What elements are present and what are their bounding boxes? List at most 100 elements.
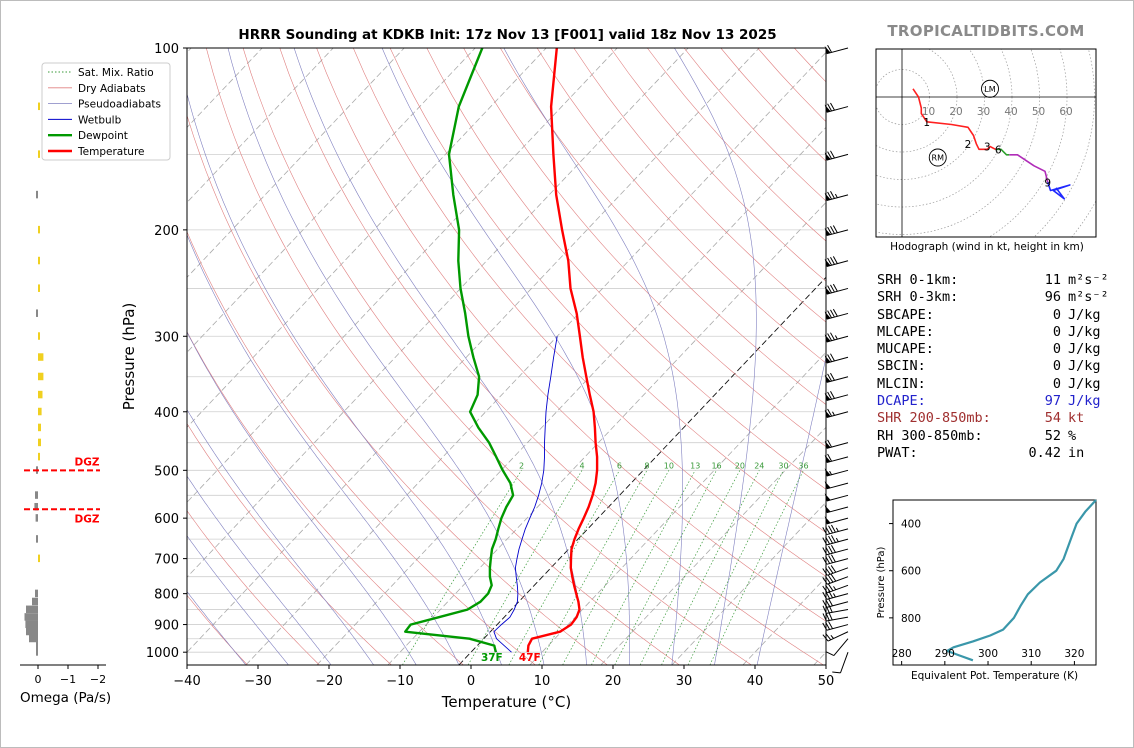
y-tick-label: 1000 (146, 646, 179, 661)
barb-flag (824, 355, 831, 363)
barb-feather (827, 103, 833, 112)
theta-e-y-tick-label: 600 (901, 566, 921, 578)
mixing-ratio-label: 4 (579, 461, 584, 470)
omega-bar (35, 589, 38, 598)
barb-feather (822, 599, 828, 608)
omega-bar (38, 332, 40, 340)
theta-e-frame (892, 499, 1097, 666)
barb-half (829, 470, 833, 475)
stat-value: 0.42 (1028, 444, 1061, 461)
wind-barb (824, 439, 849, 449)
stat-value: 11 (1044, 272, 1061, 288)
isotherm-line (187, 48, 689, 578)
x-tick-label: 10 (534, 674, 551, 689)
x-tick-label: 20 (605, 674, 622, 689)
stat-value: 96 (1044, 289, 1061, 306)
theta-e-x-tick-label: 320 (1064, 648, 1084, 660)
omega-tick-label: 0 (35, 673, 42, 686)
wind-barb (822, 612, 849, 622)
barb-feather (827, 333, 833, 341)
x-tick-label: 0 (467, 674, 475, 689)
barb-feather (827, 575, 834, 583)
wind-barb (824, 256, 849, 267)
theta-e-x-label: Equivalent Pot. Temperature (K) (911, 670, 1078, 682)
barb-staff (826, 376, 849, 383)
wind-barb (824, 191, 849, 202)
x-tick-label: −10 (386, 674, 413, 689)
stat-row: PWAT: 0.42 in (877, 445, 1117, 462)
barb-flag (824, 334, 831, 342)
stat-unit: J/kg (1068, 306, 1101, 323)
barb-staff (827, 584, 849, 594)
wind-barb (824, 453, 849, 464)
barb-feather (828, 555, 833, 563)
barb-feather (825, 556, 831, 564)
wind-barb (822, 524, 849, 536)
wind-barb (822, 590, 849, 600)
hodograph-trace-3_6km (995, 148, 1010, 156)
stat-value: 97 (1044, 393, 1061, 410)
legend-label-0: Sat. Mix. Ratio (78, 67, 154, 79)
storm-motion-label: RM (932, 154, 945, 163)
isotherm-line (187, 48, 547, 428)
barb-feather (826, 651, 835, 657)
omega-bar (38, 423, 41, 432)
barb-flag (824, 45, 831, 54)
stat-value: 0 (1052, 323, 1061, 340)
dry-adiabat (187, 114, 608, 665)
barb-feather (825, 584, 831, 593)
x-tick-label: −30 (244, 674, 271, 689)
barb-staff (826, 442, 849, 449)
dry-adiabat (187, 510, 320, 665)
legend-label-5: Temperature (77, 146, 145, 158)
wind-barb (822, 544, 849, 556)
barb-feather (825, 567, 831, 575)
mixing-ratio-line (709, 470, 804, 665)
stat-label: SBCAPE: (877, 306, 934, 323)
barb-flag (824, 286, 831, 295)
barb-feather (830, 390, 835, 399)
barb-feather (828, 598, 833, 607)
barb-feather (830, 372, 835, 381)
barb-staff (840, 652, 849, 674)
dewpoint-profile (404, 48, 515, 653)
barb-half (832, 411, 835, 416)
stat-row: MLCIN: 0 J/kg (877, 376, 1117, 393)
stat-row: SRH 0-1km: 11 m²s⁻² (877, 272, 1117, 289)
hodograph-trace-6_9km (1009, 154, 1049, 183)
legend-box (41, 62, 171, 161)
barb-staff (826, 482, 849, 490)
pseudoadiabat (187, 591, 247, 665)
barb-feather (825, 622, 831, 630)
brand-logo-text: TROPICALTIDBITS.COM (887, 22, 1085, 40)
surface-dewpoint-label: 37F (481, 652, 503, 664)
dry-adiabat (206, 48, 680, 665)
hodograph-height-label: 9 (1044, 177, 1051, 189)
barb-feather (828, 612, 833, 621)
pseudoadiabat (503, 48, 683, 665)
wind-barb (824, 353, 849, 364)
stat-label: SHR 200-850mb: (877, 410, 991, 427)
barb-feather (831, 544, 836, 553)
stat-unit: % (1068, 427, 1077, 444)
hodograph-height-label: 3 (984, 142, 991, 154)
hodograph-ring-label: 30 (977, 106, 990, 118)
barb-feather (831, 524, 836, 533)
wind-barb (826, 638, 849, 657)
barb-feather (827, 226, 833, 235)
barb-staff (826, 528, 849, 536)
stat-row: DCAPE: 97 J/kg (877, 393, 1117, 410)
barb-flag (824, 258, 831, 267)
omega-bar (38, 372, 44, 381)
dry-adiabat (187, 594, 248, 665)
isotherm-line (187, 48, 760, 653)
omega-bar (26, 605, 38, 614)
wind-barb (822, 604, 849, 614)
wind-barb (822, 631, 849, 642)
barb-staff (827, 576, 849, 585)
stat-row: SBCAPE: 0 J/kg (877, 307, 1117, 324)
wind-barb (824, 408, 849, 418)
wind-barb (822, 598, 849, 608)
barb-feather (822, 527, 828, 535)
barb-feather (822, 577, 828, 585)
